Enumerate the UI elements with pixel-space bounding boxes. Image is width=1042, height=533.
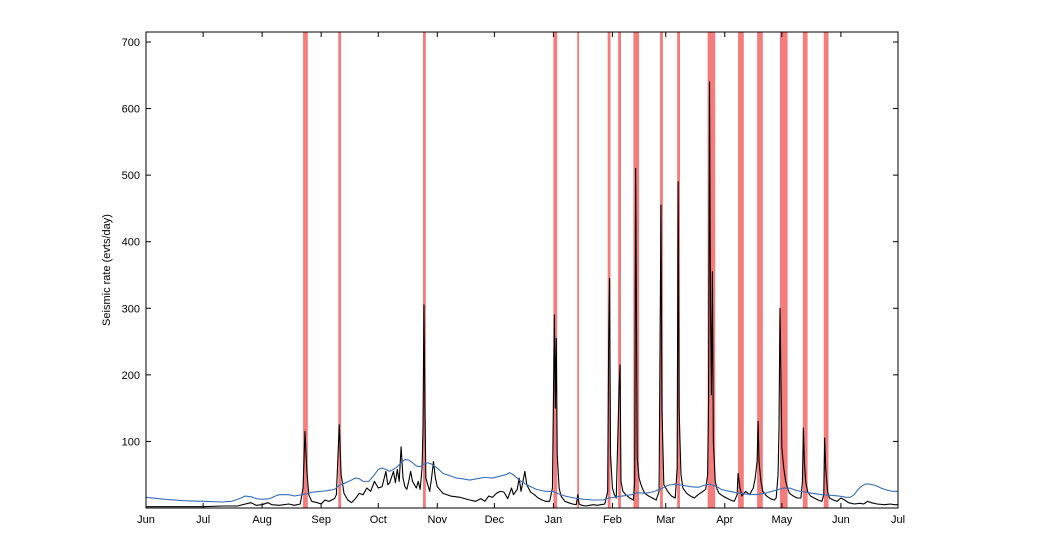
x-tick-label: Jul <box>891 514 905 526</box>
x-tick-label: Mar <box>656 514 675 526</box>
highlight-band <box>779 32 788 508</box>
x-tick-label: May <box>771 514 792 526</box>
highlight-band <box>303 32 308 508</box>
smoothed-rate-line <box>145 458 898 503</box>
y-tick-label: 500 <box>122 170 140 182</box>
highlight-band <box>577 32 580 508</box>
y-tick-label: 400 <box>122 237 140 249</box>
x-tick-label: Dec <box>485 514 505 526</box>
x-tick-label: Oct <box>370 514 387 526</box>
y-tick-label: 300 <box>122 303 140 315</box>
highlight-bands <box>303 32 829 508</box>
highlight-band <box>553 32 558 508</box>
x-tick-label: Aug <box>252 514 272 526</box>
highlight-band <box>338 32 342 508</box>
x-tick-label: Jan <box>545 514 563 526</box>
x-tick-label: Jul <box>196 514 210 526</box>
x-axis-ticks: Jun Jul Aug Sep Oct Nov Dec Jan Feb Mar Apr May Jun J… <box>137 32 905 526</box>
highlight-band <box>738 32 744 508</box>
x-tick-label: Sep <box>311 514 331 526</box>
x-tick-label: Feb <box>603 514 622 526</box>
x-tick-label: Apr <box>716 514 733 526</box>
highlight-band <box>823 32 829 508</box>
series-lines <box>145 81 898 508</box>
highlight-band <box>618 32 621 508</box>
x-tick-label: Nov <box>427 514 447 526</box>
highlight-band <box>607 32 611 508</box>
y-tick-label: 700 <box>122 37 140 49</box>
highlight-band <box>707 32 716 508</box>
y-axis-ticks: 100 200 300 400 500 600 700 <box>122 37 898 448</box>
x-tick-label: Jun <box>832 514 850 526</box>
y-axis-label: Seismic rate (evts/day) <box>101 214 113 326</box>
seismic-rate-line <box>146 81 898 508</box>
highlight-band <box>757 32 763 508</box>
y-tick-label: 200 <box>122 370 140 382</box>
y-tick-label: 100 <box>122 436 140 448</box>
highlight-band <box>802 32 808 508</box>
x-tick-label: Jun <box>137 514 155 526</box>
plot-frame <box>145 31 899 509</box>
highlight-band <box>423 32 426 508</box>
y-tick-label: 600 <box>122 104 140 116</box>
